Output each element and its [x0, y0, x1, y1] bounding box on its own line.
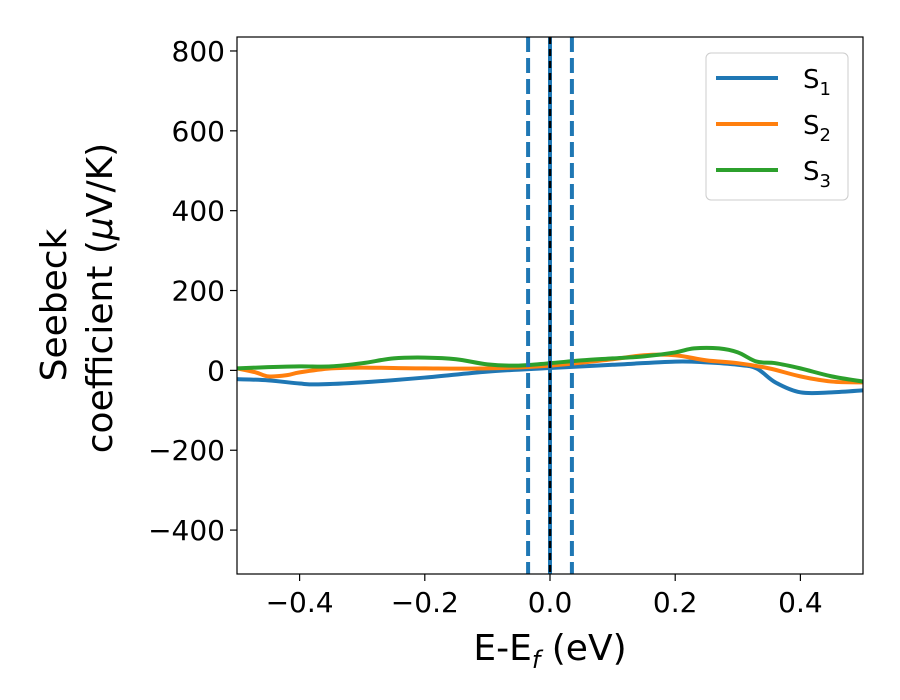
y-tick-label: 400: [172, 195, 225, 228]
x-tick-label: −0.4: [266, 586, 334, 619]
y-tick-label: −200: [148, 434, 225, 467]
y-tick-label: −400: [148, 514, 225, 547]
legend-label-S3: S3: [803, 157, 831, 192]
vertical-lines: [526, 37, 574, 574]
x-tick-label: 0.0: [528, 586, 573, 619]
y-tick-label: 800: [172, 35, 225, 68]
series-line-S1: [237, 359, 863, 396]
y-tick-label: 600: [172, 115, 225, 148]
y-tick-label: 0: [207, 354, 225, 387]
y-tick-label: 200: [172, 275, 225, 308]
x-tick-label: −0.2: [391, 586, 459, 619]
legend-label-S2: S2: [803, 111, 831, 146]
x-axis-label: E-Ef (eV): [473, 628, 626, 674]
series-line-S3: [237, 345, 863, 384]
y-axis-label: Seebeck coefficient (μV/K): [34, 143, 121, 453]
y-axis-label-line2: coefficient (μV/K): [80, 143, 121, 453]
legend-frame: [705, 52, 849, 201]
y-axis-ticks: −400 −200 0 200 400 600 800: [148, 35, 237, 547]
legend: S1 S2 S3: [705, 52, 849, 201]
x-axis-ticks: −0.4 −0.2 0.0 0.2 0.4: [266, 574, 823, 619]
x-tick-label: 0.2: [653, 586, 698, 619]
legend-label-S1: S1: [803, 65, 831, 100]
x-axis-label-tail: (eV): [540, 628, 626, 669]
x-tick-label: 0.4: [778, 586, 823, 619]
y-axis-label-line1: Seebeck: [34, 228, 75, 381]
